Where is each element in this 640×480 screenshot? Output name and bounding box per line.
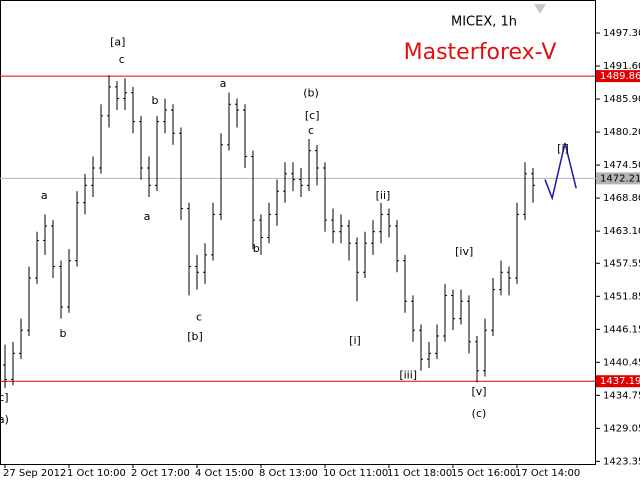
wave-label: (c) bbox=[472, 407, 487, 420]
y-tick-label: 1423.35 bbox=[603, 456, 640, 467]
x-tick-label: 17 Oct 14:00 bbox=[515, 468, 580, 479]
x-tick-label: 4 Oct 15:00 bbox=[195, 468, 254, 479]
wave-label: [i] bbox=[557, 142, 569, 155]
y-tick-label: 1474.50 bbox=[603, 160, 640, 171]
watermark: Masterforex-V bbox=[404, 40, 557, 65]
chart-title: MICEX, 1h bbox=[451, 15, 517, 30]
wave-label: [a] bbox=[110, 35, 125, 48]
y-tick-label: 1434.75 bbox=[603, 390, 640, 401]
x-tick-label: 11 Oct 18:00 bbox=[387, 468, 452, 479]
wave-label: [i] bbox=[349, 334, 361, 347]
x-tick-label: 1 Oct 10:00 bbox=[67, 468, 126, 479]
wave-label: (b) bbox=[303, 86, 319, 99]
wave-label: c] bbox=[0, 391, 9, 404]
level-label: 1472.21 bbox=[600, 173, 640, 184]
level-label-box bbox=[596, 375, 640, 388]
wave-label: a bbox=[220, 77, 227, 90]
x-tick-label: 8 Oct 13:00 bbox=[259, 468, 318, 479]
forecast-line bbox=[544, 142, 577, 201]
x-tick-label: 10 Oct 11:00 bbox=[323, 468, 388, 479]
y-tick-label: 1446.15 bbox=[603, 324, 640, 335]
y-tick-label: 1468.80 bbox=[603, 193, 640, 204]
y-tick-label: 1440.45 bbox=[603, 357, 640, 368]
y-tick-label: 1429.05 bbox=[603, 423, 640, 434]
x-tick-label: 15 Oct 16:00 bbox=[451, 468, 516, 479]
wave-label: b bbox=[60, 327, 67, 340]
y-tick-label: 1480.20 bbox=[603, 127, 640, 138]
level-label-box bbox=[596, 172, 640, 185]
x-tick-label: 27 Sep 2012 bbox=[3, 468, 66, 479]
y-tick-label: 1491.60 bbox=[603, 61, 640, 72]
wave-label: a bbox=[144, 210, 151, 223]
wave-label: [iv] bbox=[455, 245, 473, 258]
wave-label: a bbox=[41, 189, 48, 202]
scroll-marker bbox=[534, 4, 546, 14]
wave-label: c bbox=[308, 124, 314, 137]
wave-label: c bbox=[196, 310, 202, 323]
y-tick-label: 1485.90 bbox=[603, 94, 640, 105]
plot: [a] c a b a b a c [b] b (b) [c] c [ii] [i] [iv] [iii] [v]… bbox=[0, 35, 596, 426]
level-label-box bbox=[596, 70, 640, 83]
wave-label: [ii] bbox=[376, 189, 391, 202]
wave-label: b bbox=[253, 242, 260, 255]
y-tick-label: 1457.55 bbox=[603, 258, 640, 269]
wave-label: [c] bbox=[305, 109, 320, 122]
y-tick-label: 1497.30 bbox=[603, 28, 640, 39]
wave-label: [iii] bbox=[399, 368, 417, 381]
wave-label: b bbox=[152, 94, 159, 107]
x-tick-label: 2 Oct 17:00 bbox=[131, 468, 190, 479]
y-tick-label: 1451.85 bbox=[603, 291, 640, 302]
y-tick-label: 1463.10 bbox=[603, 226, 640, 237]
plot-frame bbox=[0, 0, 596, 465]
level-label: 1489.86 bbox=[600, 71, 640, 82]
wave-label: a) bbox=[0, 413, 9, 426]
wave-label: [b] bbox=[187, 330, 203, 343]
level-label: 1437.19 bbox=[600, 376, 640, 387]
wave-label: [v] bbox=[471, 385, 486, 398]
wave-label: c bbox=[119, 53, 125, 66]
